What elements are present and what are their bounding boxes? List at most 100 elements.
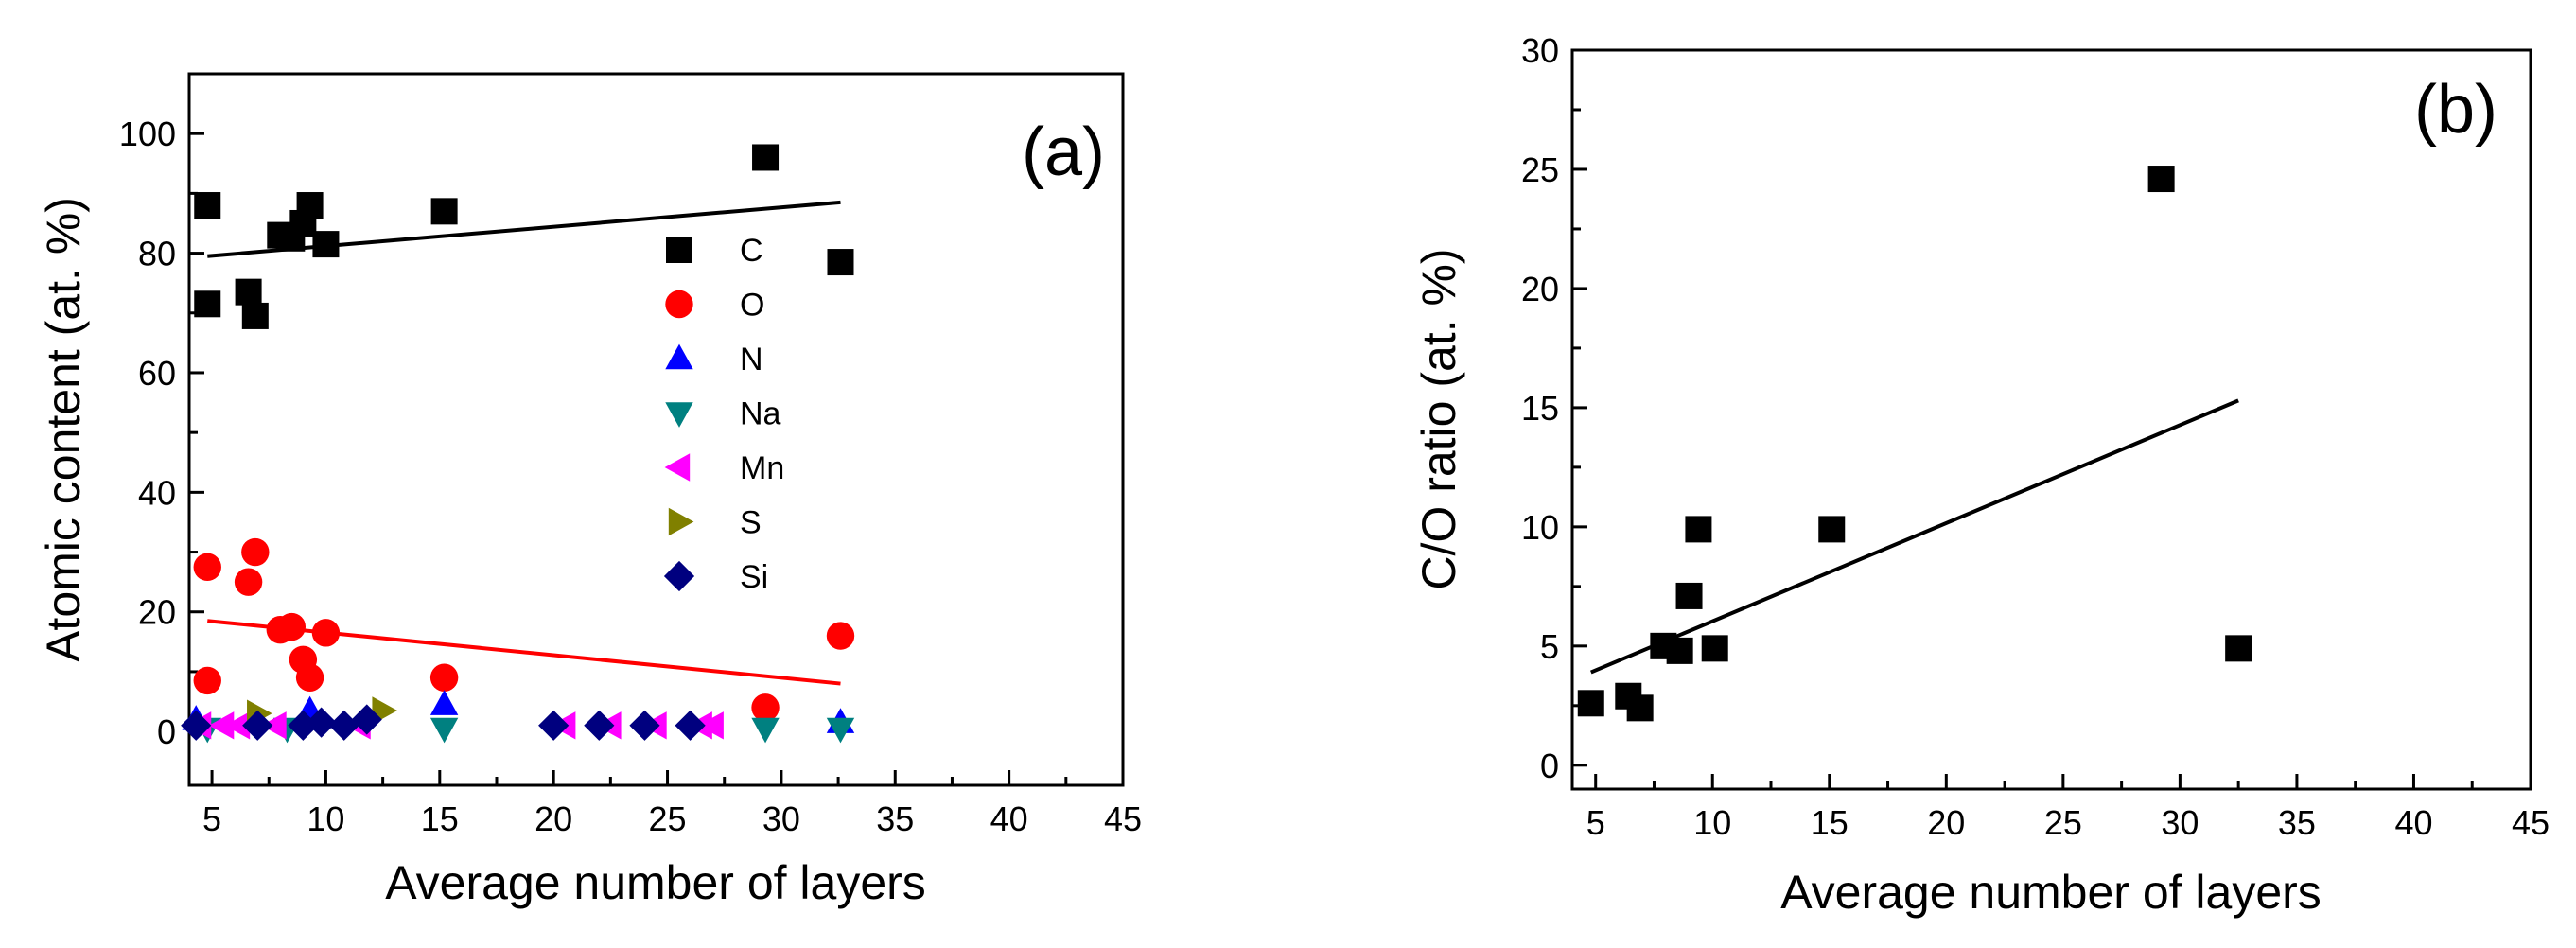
panel-a-x-tick-label: 5 (202, 799, 221, 838)
panel-a-point-c (235, 278, 262, 306)
panel-b-x-tick-label: 20 (1927, 803, 1965, 842)
panel-a-data-points (181, 144, 855, 744)
panel-b-x-tick-label: 15 (1811, 803, 1849, 842)
panel-a-y-axis-title: Atomic content (at. %) (37, 197, 90, 662)
panel-a-point-na (826, 717, 855, 744)
panel-b-point-c-o (1685, 516, 1712, 543)
panel-b-point-c-o (1626, 694, 1654, 722)
panel-a-label: (a) (1022, 114, 1105, 190)
panel-b-y-axis-title: C/O ratio (at. %) (1412, 248, 1465, 589)
panel-b-y-tick-label: 20 (1521, 270, 1559, 308)
panel-a-legend-marker-n (665, 343, 693, 370)
panel-a-legend-label-n: N (740, 342, 763, 377)
panel-a-plot-frame (187, 72, 1125, 787)
panel-a-ticks: 5 10 15 20 25 30 35 40 45 0 20 40 60 80 100 (119, 114, 1142, 838)
panel-b-y-tick-label: 5 (1540, 627, 1559, 666)
panel-a-point-c (194, 192, 221, 219)
panel-a-point-si (675, 710, 706, 741)
panel-a-y-tick-label: 20 (138, 593, 176, 632)
panel-a-x-tick-label: 35 (876, 799, 914, 838)
panel-b-y-tick-label: 0 (1540, 746, 1559, 785)
panel-a-point-c (430, 198, 458, 225)
panel-a-point-o (429, 663, 459, 692)
panel-a-point-o (193, 666, 221, 695)
panel-a-legend-marker-mn (664, 453, 691, 482)
panel-a-x-tick-label: 45 (1104, 799, 1142, 838)
panel-a-point-o (295, 663, 324, 692)
panel-b-point-c-o (1818, 516, 1846, 543)
panel-a-point-o (826, 622, 855, 650)
panel-a-point-o (751, 693, 780, 722)
panel-a-x-tick-label: 15 (421, 799, 459, 838)
panel-a-point-si (351, 704, 382, 735)
panel-b-y-tick-label: 10 (1521, 508, 1559, 547)
panel-a-point-si (242, 710, 273, 741)
panel-a-y-tick-label: 40 (138, 473, 176, 512)
panel-a-point-o (193, 553, 221, 582)
panel-a-legend-label-s: S (740, 505, 762, 541)
panel-b-point-c-o (1701, 635, 1728, 662)
panel-a-legend-label-o: O (740, 288, 764, 324)
panel-a-x-tick-label: 10 (307, 799, 344, 838)
panel-b-data-points (1577, 166, 2252, 722)
panel-a-point-c (752, 144, 780, 171)
panel-b-point-c-o (1577, 690, 1604, 717)
panel-b-y-tick-label: 25 (1521, 150, 1559, 189)
panel-a-point-si (584, 710, 615, 741)
panel-a-legend-marker-s (668, 507, 694, 536)
panel-a-legend-marker-si (663, 560, 695, 592)
panel-a-point-mn (261, 711, 287, 740)
panel-b-x-tick-label: 30 (2161, 803, 2199, 842)
panel-b-point-c-o (1675, 582, 1703, 609)
panel-b-x-tick-label: 45 (2512, 803, 2550, 842)
panel-b-x-tick-label: 35 (2278, 803, 2316, 842)
panel-b-x-tick-label: 10 (1693, 803, 1731, 842)
panel-a-point-o (277, 612, 307, 641)
panel-b-point-c-o (1666, 637, 1693, 664)
panel-a-y-tick-label: 60 (138, 354, 176, 393)
panel-a-legend-marker-o (665, 290, 693, 319)
panel-a-point-c (241, 302, 269, 329)
panel-a-point-si (629, 710, 660, 741)
panel-a-point-na (751, 717, 780, 744)
panel-a-legend-label-c: C (740, 233, 763, 269)
panel-a-x-tick-label: 25 (649, 799, 687, 838)
panel-a-legend-label-na: Na (740, 396, 781, 432)
panel-a-point-si (328, 710, 359, 741)
panel-a-chart: 5 10 15 20 25 30 35 40 45 0 20 40 60 80 100 Average nu… (37, 72, 1142, 909)
panel-a-x-tick-label: 20 (534, 799, 572, 838)
panel-b-point-c-o (2225, 635, 2252, 662)
panel-a-point-mn (208, 711, 235, 740)
panel-b-x-tick-label: 25 (2044, 803, 2082, 842)
panel-b-x-tick-label: 5 (1586, 803, 1605, 842)
panel-b-plot-frame (1570, 48, 2532, 791)
panel-a-legend-marker-c (666, 237, 692, 263)
panel-b-x-axis-title: Average number of layers (1780, 866, 2322, 919)
panel-a-point-c (296, 192, 324, 219)
panel-b-y-tick-label: 15 (1521, 389, 1559, 428)
panel-a-point-c (827, 249, 854, 276)
panel-a-point-o (241, 537, 270, 567)
panel-a-x-tick-label: 40 (990, 799, 1028, 838)
panel-a-point-na (429, 717, 459, 744)
panel-a-legend-marker-na (665, 402, 693, 428)
panel-a-point-si (181, 710, 212, 741)
panel-b-c-o-fit-line (1589, 398, 2239, 675)
panel-a-point-c (312, 231, 340, 258)
panel-a-x-tick-label: 30 (762, 799, 800, 838)
panel-a-point-c (194, 290, 221, 318)
panel-a-point-si (538, 710, 570, 741)
panel-b-x-tick-label: 40 (2394, 803, 2432, 842)
panel-a-x-axis-title: Average number of layers (385, 856, 926, 909)
panel-a-point-mn (698, 711, 724, 740)
panel-a-point-si (306, 707, 337, 738)
panel-a-y-tick-label: 100 (119, 114, 176, 153)
panel-a-point-mn (224, 711, 251, 740)
panel-a-legend-label-si: Si (740, 559, 768, 595)
panel-a-legend-label-mn: Mn (740, 450, 784, 486)
panel-a-point-o (234, 568, 263, 596)
panel-b-point-c-o (2147, 166, 2175, 193)
